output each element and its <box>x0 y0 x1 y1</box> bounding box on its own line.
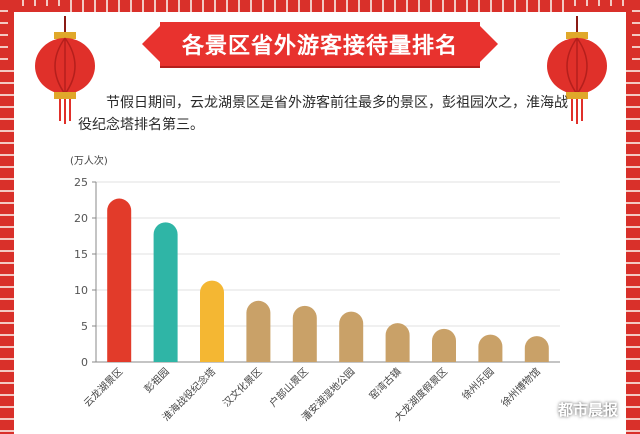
bar <box>432 328 456 362</box>
y-tick-label: 20 <box>74 212 88 225</box>
frame-corner-right <box>572 6 632 66</box>
x-tick-label: 彭祖园 <box>141 365 171 395</box>
watermark: 都市晨报 <box>532 399 618 420</box>
y-tick-label: 0 <box>81 356 88 369</box>
bar <box>524 336 549 362</box>
y-axis-label: (万人次) <box>70 154 108 167</box>
x-tick-label: 徐州乐园 <box>459 365 496 402</box>
wechat-icon <box>532 401 552 418</box>
decorative-frame-right <box>626 0 640 434</box>
bar <box>246 300 271 362</box>
lantern-right-icon <box>547 16 607 124</box>
bar <box>153 222 178 362</box>
bar <box>478 334 503 362</box>
bar <box>339 311 364 362</box>
bar <box>292 305 317 362</box>
x-tick-label: 户部山景区 <box>266 365 311 410</box>
x-tick-label: 云龙湖景区 <box>81 365 126 410</box>
watermark-text: 都市晨报 <box>557 401 618 419</box>
y-tick-label: 25 <box>74 176 88 189</box>
frame-corner-left <box>8 6 68 66</box>
y-tick-label: 5 <box>81 320 88 333</box>
bar <box>107 198 132 362</box>
bar <box>200 280 224 362</box>
decorative-frame-top <box>0 0 640 12</box>
page-title: 各景区省外游客接待量排名 <box>142 22 498 66</box>
y-tick-label: 10 <box>74 284 88 297</box>
intro-text: 节假日期间，云龙湖景区是省外游客前往最多的景区，彭祖园次之，淮海战役纪念塔排名第… <box>78 95 568 133</box>
y-tick-label: 15 <box>74 248 88 261</box>
decorative-frame-left <box>0 0 14 434</box>
x-tick-label: 汉文化景区 <box>220 365 265 410</box>
x-tick-label: 窑湾古镇 <box>366 365 403 402</box>
bar <box>385 323 410 362</box>
lantern-left-icon <box>35 16 95 124</box>
